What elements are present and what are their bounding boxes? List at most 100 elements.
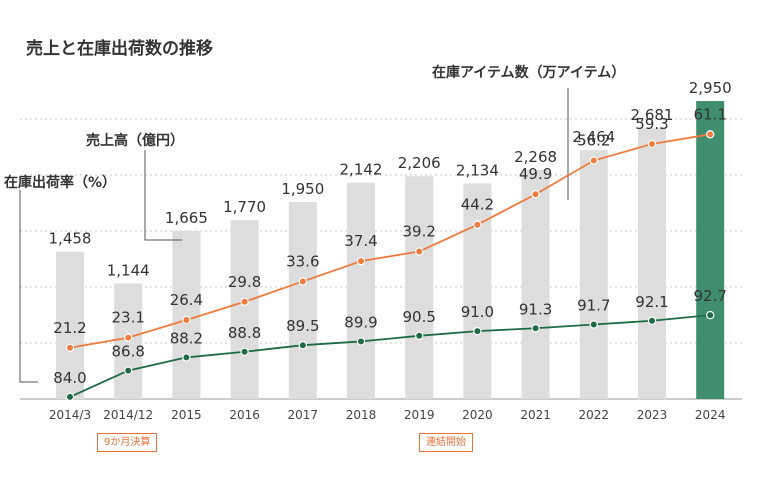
shipping-rate-point-2022 <box>589 320 599 329</box>
sales-label-2019: 39.2 <box>402 222 435 240</box>
sales-point-2014/3 <box>65 343 75 352</box>
bar-2022 <box>579 150 608 399</box>
sales-label-2017: 33.6 <box>286 252 319 270</box>
bar-label-2014/3: 1,458 <box>49 230 92 248</box>
shipping-line-series: 84.0 86.8 88.2 88.8 89.5 89.9 90.5 91.0 91.3 91.7… <box>53 287 727 402</box>
sales-point-2020 <box>473 220 482 229</box>
shipping-rate-label-2024: 92.7 <box>693 287 726 305</box>
chart-title: 売上と在庫出荷数の推移 <box>26 39 213 59</box>
shipping-rate-point-2014/12 <box>123 366 133 375</box>
sales-line <box>69 133 711 349</box>
sales-label-2014/3: 21.2 <box>53 319 86 337</box>
sales-point-2022 <box>589 156 599 165</box>
x-tick-2023: 2023 <box>637 408 668 422</box>
sales-point-2017 <box>298 277 307 286</box>
shipping-rate-point-2016 <box>240 347 249 356</box>
shipping-rate-point-2015 <box>182 353 191 362</box>
sales-line-series: 21.2 23.1 26.4 29.8 33.6 37.4 39.2 44.2 49.9 56.2… <box>53 105 727 352</box>
bar-label-2014/12: 1,144 <box>107 261 150 279</box>
bar-2019 <box>405 176 434 399</box>
bar-label-2022: 2,464 <box>572 128 615 146</box>
sales-label-leader <box>144 150 182 241</box>
bar-2014/3 <box>56 251 84 399</box>
shipping-rate-label-2016: 88.8 <box>228 324 261 342</box>
sales-label-2018: 37.4 <box>344 232 377 250</box>
bar-label-2024: 2,950 <box>689 79 732 97</box>
shipping-rate-point-2023 <box>647 316 657 325</box>
sales-point-2019 <box>415 247 424 256</box>
inventory-series-label: 在庫アイテム数（万アイテム） <box>432 65 626 81</box>
consolidated-note: 連結開始 <box>419 433 473 452</box>
sales-label-2022: 56.2 <box>577 132 610 150</box>
shipping-rate-line <box>69 314 711 398</box>
shipping-rate-point-2018 <box>356 337 366 346</box>
x-tick-2014/12: 2014/12 <box>103 408 153 422</box>
x-tick-2016: 2016 <box>229 408 260 422</box>
shipping-rate-label-2021: 91.3 <box>519 300 552 318</box>
sales-point-2015 <box>182 315 191 325</box>
x-tick-2017: 2017 <box>288 408 319 422</box>
shipping-rate-point-2024 <box>706 310 715 320</box>
shipping-rate-point-2020 <box>473 326 482 336</box>
grid-lines <box>20 118 742 400</box>
sales-label-2024: 61.1 <box>693 105 726 123</box>
shipping-rate-label-2023: 92.1 <box>635 293 668 311</box>
bar-label-2023: 2,681 <box>631 106 674 124</box>
bar-2017 <box>288 202 317 399</box>
sales-label-2014/12: 23.1 <box>111 309 144 327</box>
x-tick-labels: 2014/3 2014/12 2015 2016 2017 2018 2019 2020 202… <box>49 408 726 422</box>
sales-label-2015: 26.4 <box>170 291 203 309</box>
bar-label-2021: 2,268 <box>514 148 557 166</box>
shipping-rate-label-2020: 91.0 <box>461 303 494 321</box>
sales-point-2016 <box>240 297 249 306</box>
bar-series <box>56 101 725 400</box>
bar-value-labels: 1,458 1,144 1,665 1,770 1,950 2,142 2,206 2,134… <box>49 79 732 279</box>
shipping-rate-series-label: 在庫出荷率（%） <box>4 175 117 191</box>
x-tick-2019: 2019 <box>404 408 435 422</box>
x-tick-2014/3: 2014/3 <box>49 408 91 422</box>
bar-label-2017: 1,950 <box>281 180 324 198</box>
x-tick-2021: 2021 <box>520 408 551 422</box>
label-leader-lines <box>19 88 569 383</box>
shipping-rate-label-2019: 90.5 <box>402 308 435 326</box>
shipping-rate-point-2021 <box>531 324 540 333</box>
shipping-rate-point-2019 <box>415 331 424 340</box>
shipping-rate-point-2014/3 <box>65 392 75 402</box>
bar-label-2020: 2,134 <box>456 161 499 179</box>
sales-point-2024 <box>706 130 715 139</box>
shipping-rate-label-2017: 89.5 <box>286 317 319 335</box>
x-tick-2018: 2018 <box>346 408 377 422</box>
sales-point-2021 <box>531 190 540 199</box>
sales-label-2016: 29.8 <box>228 273 261 291</box>
x-tick-2015: 2015 <box>171 408 202 422</box>
bar-2018 <box>347 182 375 399</box>
sales-label-2020: 44.2 <box>461 196 494 214</box>
bar-label-2018: 2,142 <box>340 161 383 179</box>
nine-month-note: 9か月決算 <box>97 433 158 452</box>
x-tick-2020: 2020 <box>462 408 493 422</box>
sales-point-2014/12 <box>123 333 133 342</box>
bar-2024 <box>696 101 725 400</box>
shipping-rate-label-leader <box>19 190 38 383</box>
bar-2016 <box>230 220 259 399</box>
bar-label-2016: 1,770 <box>223 198 266 216</box>
x-tick-2022: 2022 <box>579 408 610 422</box>
bar-label-2015: 1,665 <box>165 209 208 227</box>
sales-series-label: 売上高（億円） <box>86 133 184 149</box>
shipping-rate-label-2022: 91.7 <box>577 297 610 315</box>
bar-2023 <box>638 128 666 399</box>
sales-point-2023 <box>647 139 657 149</box>
bar-label-2019: 2,206 <box>398 154 441 172</box>
shipping-rate-point-2017 <box>298 341 307 350</box>
shipping-rate-label-2014/3: 84.0 <box>53 369 86 387</box>
bar-2021 <box>521 169 550 399</box>
sales-point-2018 <box>356 256 366 266</box>
bar-2020 <box>463 183 492 399</box>
sales-label-2021: 49.9 <box>519 165 552 183</box>
shipping-rate-label-2014/12: 86.8 <box>111 343 144 361</box>
bar-2015 <box>172 230 201 399</box>
shipping-rate-label-2018: 89.9 <box>344 313 377 331</box>
shipping-rate-label-2015: 88.2 <box>170 329 203 347</box>
sales-label-2023: 59.3 <box>635 115 668 133</box>
